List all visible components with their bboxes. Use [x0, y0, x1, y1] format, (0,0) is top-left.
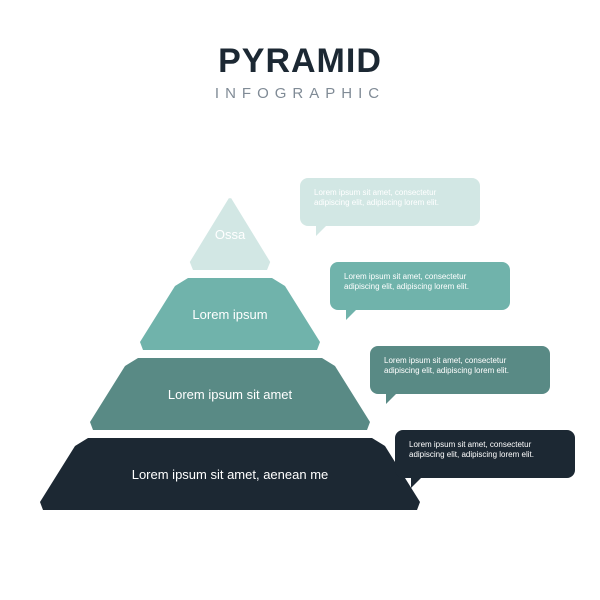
- callout-tail-4: [411, 476, 423, 488]
- pyramid-level-label-2: Lorem ipsum: [192, 307, 267, 322]
- pyramid-level-4: Lorem ipsum sit amet, aenean me: [35, 438, 425, 510]
- callout-text-3: Lorem ipsum sit amet, consectetur adipis…: [384, 356, 536, 377]
- callout-4: Lorem ipsum sit amet, consectetur adipis…: [395, 430, 575, 478]
- pyramid-level-3: Lorem ipsum sit amet: [85, 358, 375, 430]
- callout-text-2: Lorem ipsum sit amet, consectetur adipis…: [344, 272, 496, 293]
- pyramid-level-1: Ossa: [185, 198, 275, 270]
- pyramid-level-2: Lorem ipsum: [135, 278, 325, 350]
- callout-text-1: Lorem ipsum sit amet, consectetur adipis…: [314, 188, 466, 209]
- pyramid-level-label-4: Lorem ipsum sit amet, aenean me: [132, 467, 329, 482]
- title-block: PYRAMID INFOGRAPHIC: [0, 42, 600, 102]
- callout-tail-2: [346, 308, 358, 320]
- callout-text-4: Lorem ipsum sit amet, consectetur adipis…: [409, 440, 561, 461]
- pyramid-level-label-3: Lorem ipsum sit amet: [168, 387, 292, 402]
- callout-tail-1: [316, 224, 328, 236]
- callout-1: Lorem ipsum sit amet, consectetur adipis…: [300, 178, 480, 226]
- callout-tail-3: [386, 392, 398, 404]
- pyramid-level-label-1: Ossa: [215, 227, 245, 242]
- title-sub: INFOGRAPHIC: [0, 85, 600, 102]
- callout-2: Lorem ipsum sit amet, consectetur adipis…: [330, 262, 510, 310]
- callout-3: Lorem ipsum sit amet, consectetur adipis…: [370, 346, 550, 394]
- title-main: PYRAMID: [0, 42, 600, 81]
